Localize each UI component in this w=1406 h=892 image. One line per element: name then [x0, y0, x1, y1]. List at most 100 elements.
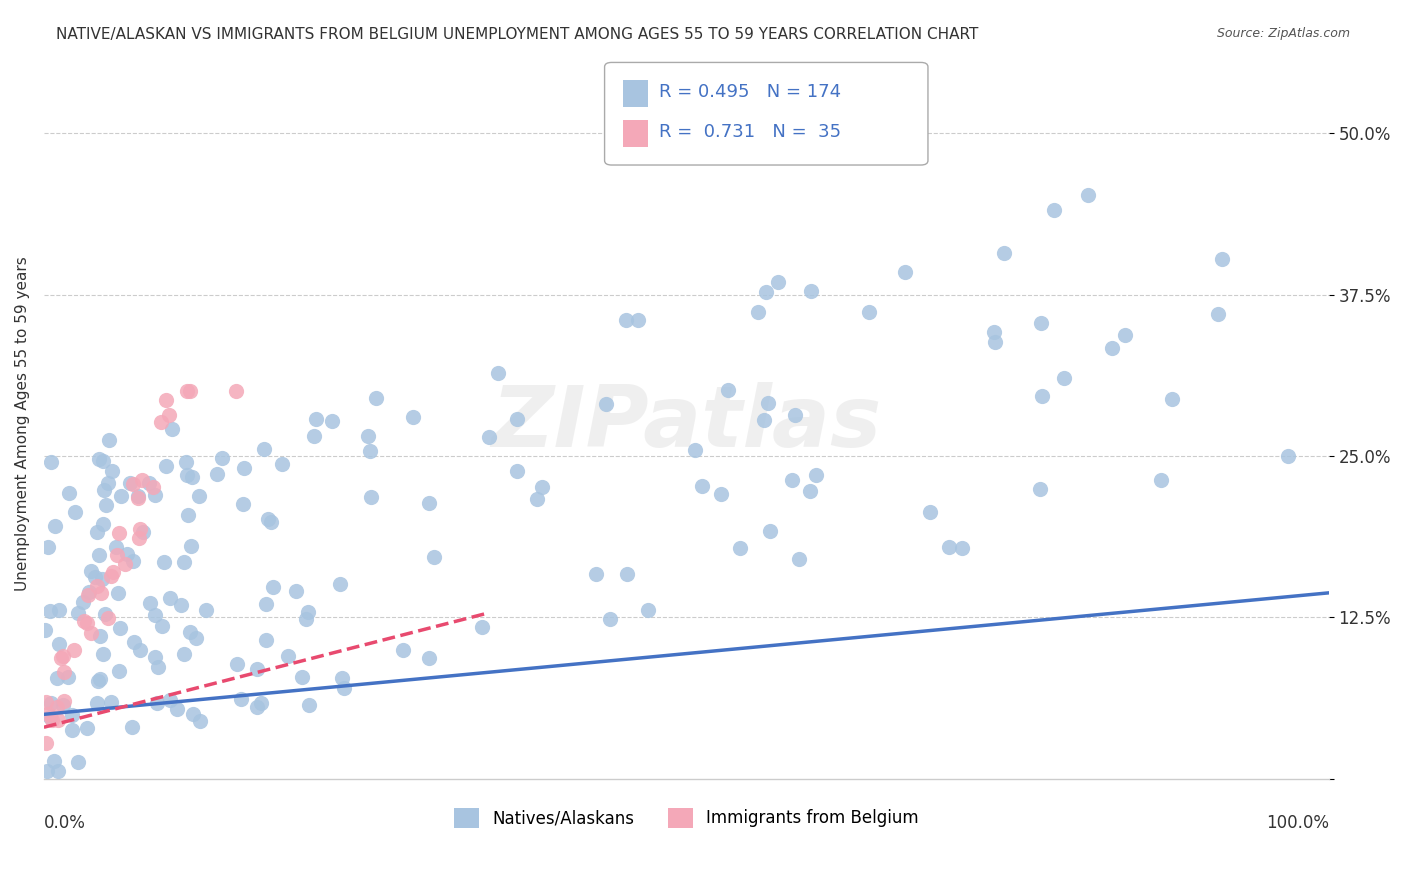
Point: [246, 699, 269, 714]
Point: [129, 643, 152, 657]
Point: [66, 606, 89, 620]
Point: [107, 585, 129, 599]
Point: [162, 422, 184, 436]
Point: [187, 489, 209, 503]
Point: [128, 532, 150, 546]
Point: [87, 548, 110, 562]
Point: [262, 581, 284, 595]
Point: [166, 701, 188, 715]
Point: [1042, 202, 1064, 217]
Point: [177, 508, 200, 522]
Point: [159, 692, 181, 706]
Point: [747, 305, 769, 319]
Point: [155, 459, 177, 474]
Point: [138, 475, 160, 490]
Point: [101, 565, 124, 579]
Point: [232, 461, 254, 475]
Point: [60, 723, 83, 737]
Point: [146, 659, 169, 673]
Point: [478, 430, 501, 444]
Point: [107, 664, 129, 678]
Point: [627, 313, 650, 327]
Point: [37, 541, 59, 555]
Point: [783, 408, 806, 422]
Point: [683, 443, 706, 458]
Point: [254, 632, 277, 647]
Point: [77, 588, 100, 602]
Point: [39, 604, 62, 618]
Point: [91, 453, 114, 467]
Point: [181, 706, 204, 721]
Point: [65, 505, 87, 519]
Point: [1031, 389, 1053, 403]
Point: [86, 579, 108, 593]
Point: [51, 698, 73, 712]
Point: [728, 541, 751, 555]
Point: [211, 450, 233, 465]
Point: [184, 631, 207, 645]
Point: [173, 555, 195, 569]
Text: ZIPatlas: ZIPatlas: [491, 382, 882, 466]
Point: [86, 696, 108, 710]
Point: [76, 616, 98, 631]
Point: [530, 479, 553, 493]
Point: [143, 488, 166, 502]
Point: [90, 585, 112, 599]
Point: [41, 713, 63, 727]
Point: [97, 475, 120, 490]
Point: [37, 706, 59, 721]
Point: [858, 304, 880, 318]
Point: [1031, 316, 1053, 330]
Point: [39, 455, 62, 469]
Point: [188, 714, 211, 728]
Point: [84, 570, 107, 584]
Point: [97, 611, 120, 625]
Point: [56, 670, 79, 684]
Point: [254, 597, 277, 611]
Point: [157, 408, 180, 422]
Point: [146, 696, 169, 710]
Point: [67, 755, 90, 769]
Point: [155, 392, 177, 407]
Point: [1277, 449, 1299, 463]
Point: [595, 397, 617, 411]
Point: [253, 442, 276, 456]
Point: [46, 713, 69, 727]
Point: [950, 541, 973, 555]
Point: [423, 549, 446, 564]
Point: [53, 694, 76, 708]
Point: [52, 649, 75, 664]
Point: [150, 619, 173, 633]
Point: [526, 491, 548, 506]
Point: [893, 265, 915, 279]
Point: [637, 603, 659, 617]
Point: [35, 736, 58, 750]
Point: [920, 505, 942, 519]
Point: [332, 681, 354, 696]
Point: [93, 607, 115, 622]
Point: [179, 384, 201, 399]
Point: [297, 605, 319, 619]
Point: [471, 620, 494, 634]
Point: [804, 468, 827, 483]
Point: [599, 612, 621, 626]
Text: Source: ZipAtlas.com: Source: ZipAtlas.com: [1216, 27, 1350, 40]
Point: [114, 557, 136, 571]
Point: [257, 512, 280, 526]
Point: [983, 334, 1005, 349]
Point: [86, 525, 108, 540]
Point: [360, 490, 382, 504]
Point: [392, 642, 415, 657]
Point: [120, 476, 142, 491]
Point: [249, 696, 271, 710]
Point: [277, 649, 299, 664]
Point: [226, 657, 249, 671]
Point: [63, 642, 86, 657]
Point: [418, 651, 440, 665]
Point: [89, 629, 111, 643]
Point: [205, 467, 228, 481]
Point: [194, 603, 217, 617]
Point: [72, 595, 94, 609]
Point: [1101, 342, 1123, 356]
Point: [756, 395, 779, 409]
